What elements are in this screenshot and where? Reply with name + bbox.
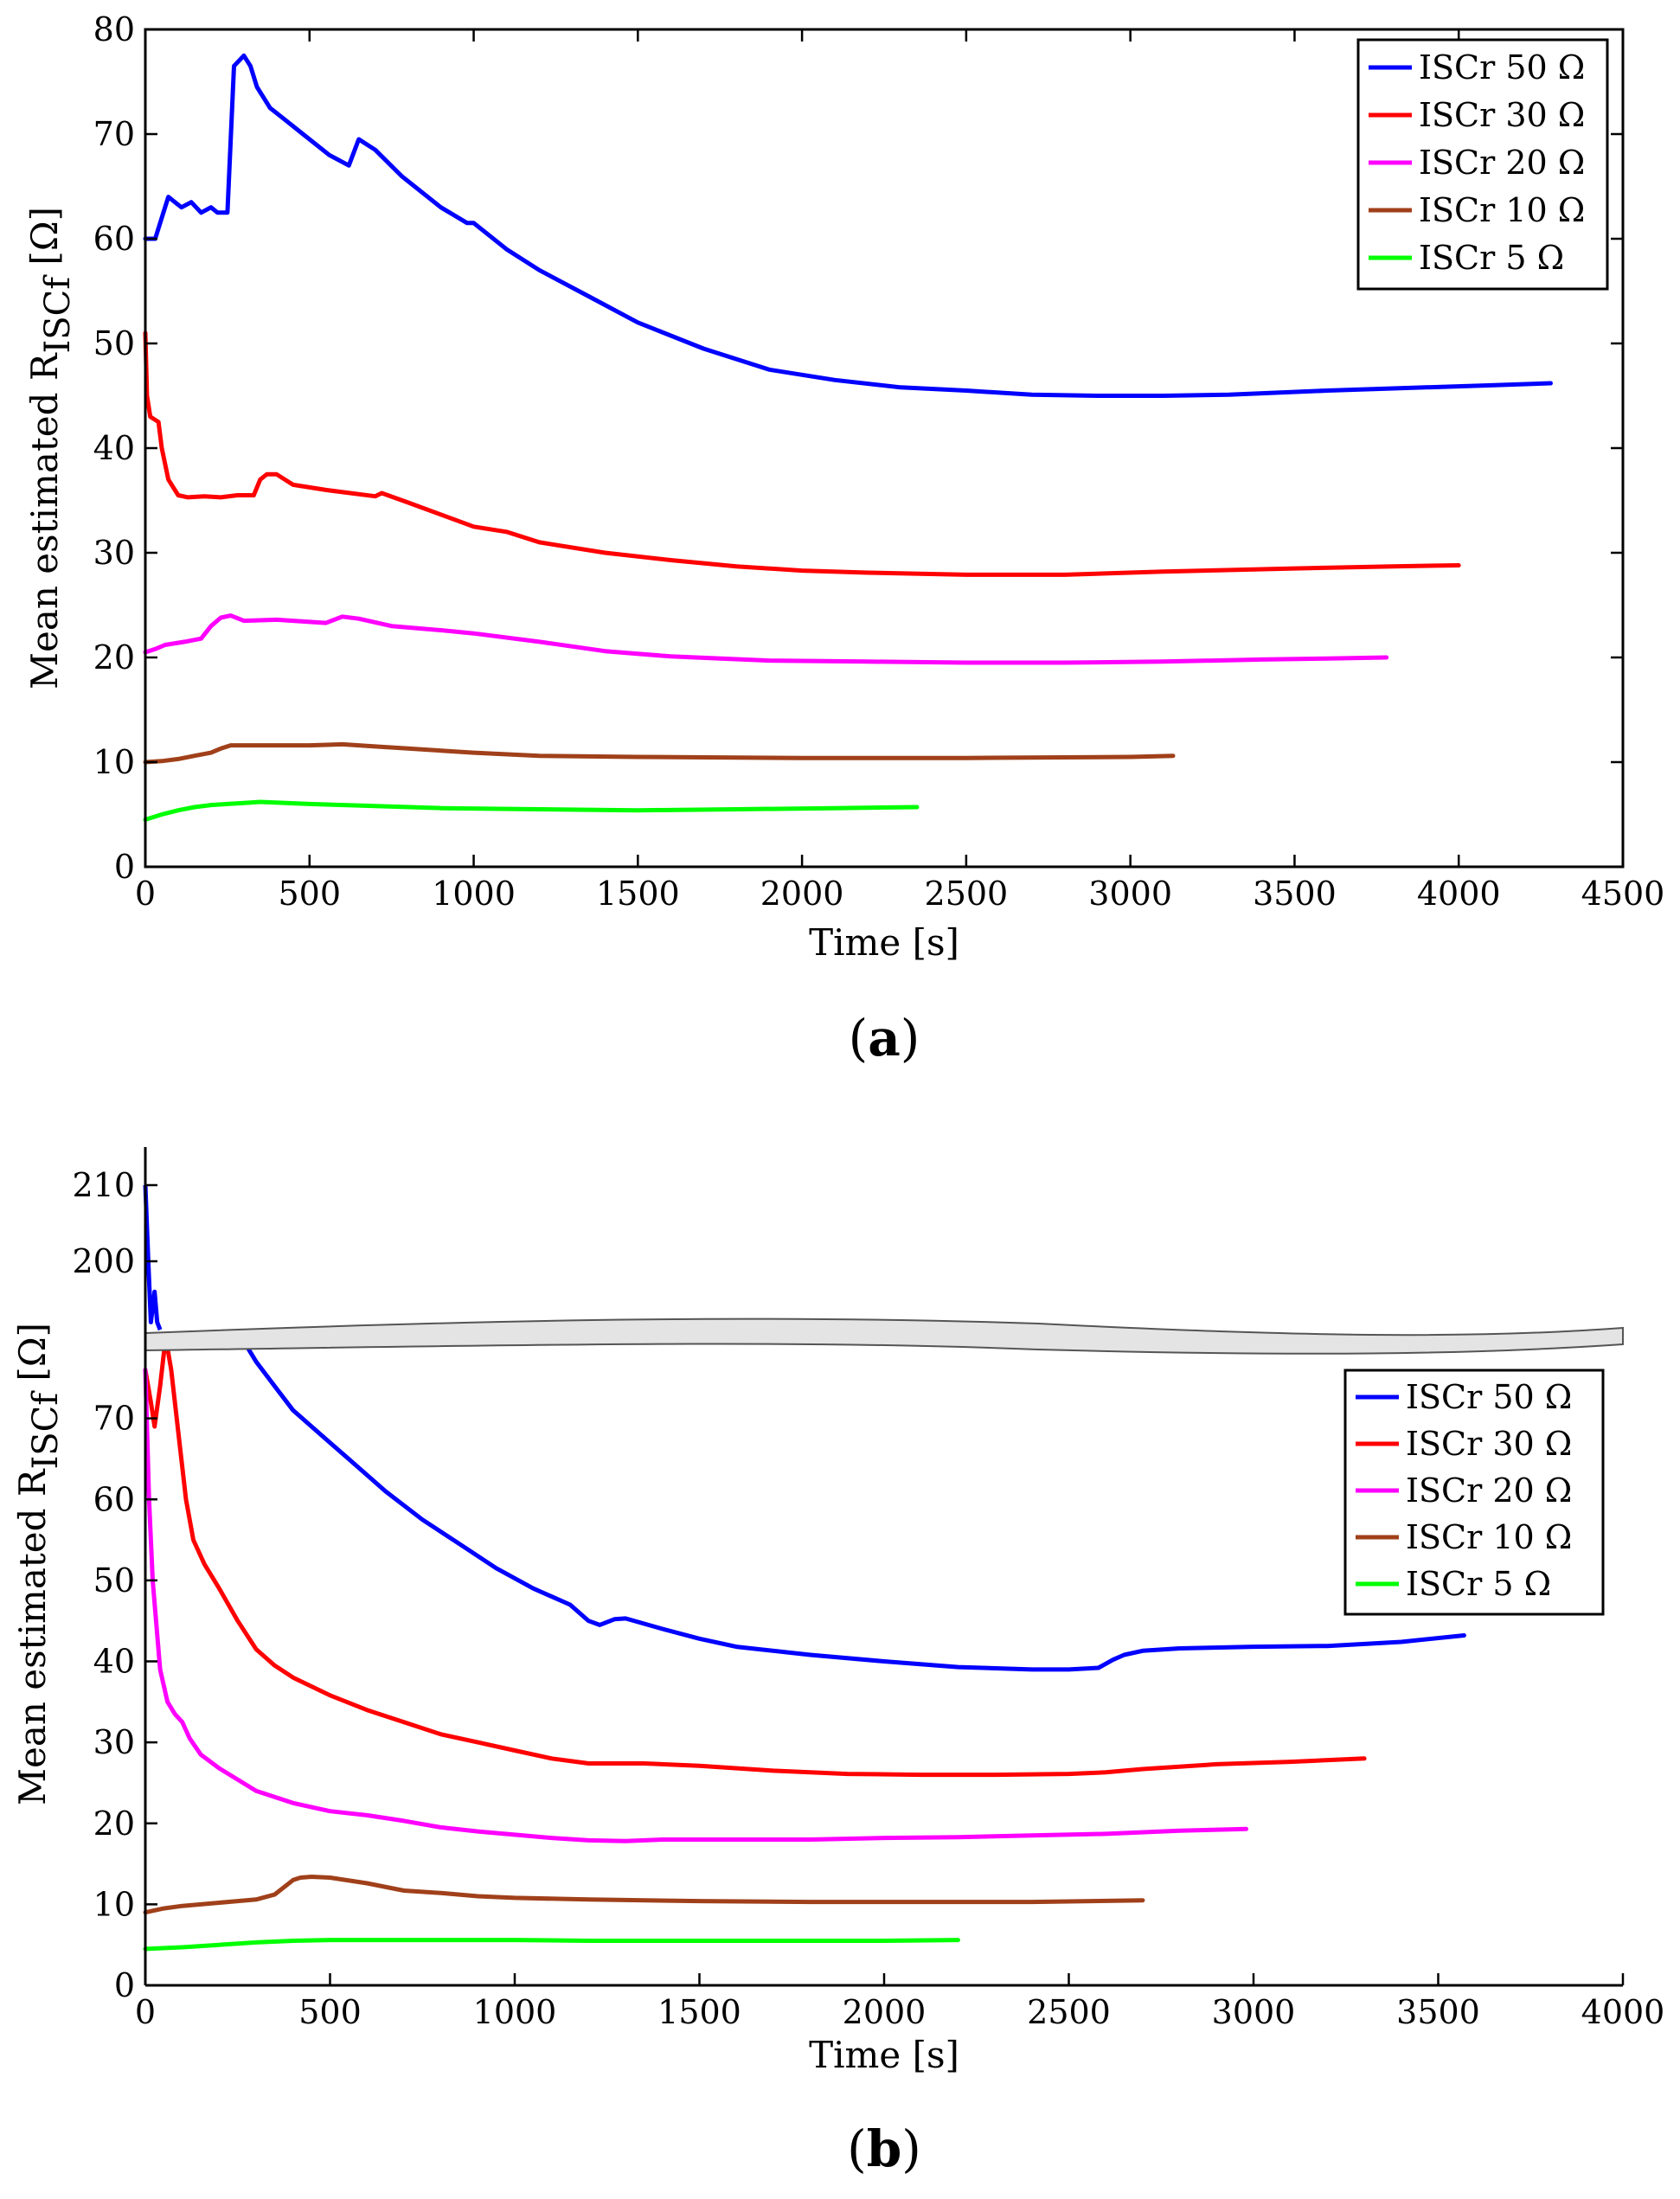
legend-label-a-iscr-50: ISCr 50 Ω: [1419, 48, 1585, 87]
y-tick-label-b: 20: [93, 1805, 135, 1843]
y-tick-label-a: 40: [93, 429, 135, 467]
x-tick-label-b: 2000: [843, 1993, 927, 2031]
x-tick-label-a: 2500: [925, 875, 1009, 913]
legend-label-b-iscr-50: ISCr 50 Ω: [1406, 1378, 1572, 1416]
x-tick-label-b: 500: [298, 1993, 362, 2031]
x-tick-label-b: 3000: [1212, 1993, 1296, 2031]
legend-label-b-iscr-5: ISCr 5 Ω: [1406, 1565, 1551, 1603]
legend-label-a-iscr-10: ISCr 10 Ω: [1419, 191, 1585, 229]
x-tick-label-a: 0: [135, 875, 156, 913]
series-line-b-iscr-10: [143, 1875, 1145, 1915]
legend-label-a-iscr-30: ISCr 30 Ω: [1419, 96, 1585, 134]
legend-a: ISCr 50 Ω ISCr 30 Ω ISCr 20 Ω ISCr 10 Ω ISCr…: [1356, 38, 1609, 291]
legend-b: ISCr 50 Ω ISCr 30 Ω ISCr 20 Ω ISCr 10 Ω ISCr…: [1343, 1369, 1605, 1616]
y-tick-label-a: 30: [93, 534, 135, 572]
x-tick-label-b: 1000: [473, 1993, 557, 2031]
series-line-a-iscr-5: [143, 799, 920, 822]
x-tick-label-b: 1500: [657, 1993, 741, 2031]
x-tick-label-b: 2500: [1027, 1993, 1111, 2031]
legend-label-a-iscr-20: ISCr 20 Ω: [1419, 144, 1585, 182]
y-tick-label-b: 50: [93, 1561, 135, 1600]
axis-break-band: [144, 1317, 1624, 1355]
series-line-b-iscr-30: [143, 1335, 1367, 1778]
legend-label-b-iscr-20: ISCr 20 Ω: [1406, 1471, 1572, 1510]
series-line-b-iscr-20: [143, 1368, 1248, 1843]
y-tick-label-b: 200: [72, 1242, 135, 1280]
legend-label-b-iscr-30: ISCr 30 Ω: [1406, 1425, 1572, 1463]
x-axis-label-b: Time [s]: [809, 2034, 959, 2076]
x-tick-label-b: 0: [135, 1993, 156, 2031]
series-line-b-iscr-5: [143, 1938, 960, 1952]
x-tick-label-b: 3500: [1396, 1993, 1480, 2031]
series-line-a-iscr-20: [143, 613, 1389, 665]
y-tick-label-b: 0: [114, 1966, 135, 2004]
series-line-a-iscr-10: [143, 741, 1176, 765]
legend-label-a-iscr-5: ISCr 5 Ω: [1419, 239, 1564, 277]
ticks-b: 0 500 1000 1500 2000 2500 3000 3500 4000 0 10 20 30 4…: [72, 1166, 1664, 2031]
chart-panel-b: 0 500 1000 1500 2000 2500 3000 3500 4000 0 10 20 30 4…: [11, 1147, 1664, 2178]
panel-label-a: (a): [849, 1009, 920, 1067]
y-tick-label-b: 30: [93, 1723, 135, 1761]
y-tick-label-b: 10: [93, 1885, 135, 1923]
x-axis-label-a: Time [s]: [809, 921, 959, 964]
series-line-a-iscr-30: [143, 330, 1461, 577]
y-tick-label-a: 50: [93, 324, 135, 362]
x-tick-label-b: 4000: [1581, 1993, 1665, 2031]
x-tick-label-a: 500: [279, 875, 342, 913]
x-tick-label-a: 4500: [1581, 875, 1665, 913]
legend-label-b-iscr-10: ISCr 10 Ω: [1406, 1518, 1572, 1556]
y-tick-label-b: 40: [93, 1643, 135, 1681]
series-line-b-spike-iscr-50: [143, 1184, 163, 1331]
y-tick-label-b: 210: [72, 1166, 135, 1204]
y-tick-label-b: 60: [93, 1480, 135, 1518]
y-tick-label-a: 80: [93, 10, 135, 48]
y-tick-label-a: 10: [93, 743, 135, 781]
y-axis-label-a: Mean estimated RISCf [Ω]: [23, 207, 78, 689]
y-tick-label-a: 60: [93, 220, 135, 258]
chart-panel-a: 0 500 1000 1500 2000 2500 3000 3500 4000 4500 0 10 2…: [23, 10, 1664, 1067]
series-lines-b: [143, 1184, 1466, 1952]
ticks-a: 0 500 1000 1500 2000 2500 3000 3500 4000 4500 0 10 2…: [93, 10, 1665, 913]
x-tick-label-a: 3500: [1253, 875, 1337, 913]
y-tick-label-a: 0: [114, 848, 135, 886]
y-tick-label-b: 70: [93, 1400, 135, 1438]
panel-label-b: (b): [847, 2119, 921, 2178]
series-line-b-iscr-50: [228, 1335, 1466, 1672]
series-lines-a: [143, 53, 1553, 822]
x-tick-label-a: 1000: [432, 875, 516, 913]
y-axis-label-b: Mean estimated RISCf [Ω]: [11, 1323, 66, 1805]
y-tick-label-a: 20: [93, 638, 135, 676]
series-line-a-iscr-50: [143, 53, 1553, 398]
x-tick-label-a: 1500: [596, 875, 680, 913]
y-tick-label-a: 70: [93, 115, 135, 153]
x-tick-label-a: 3000: [1088, 875, 1172, 913]
x-tick-label-a: 2000: [760, 875, 844, 913]
x-tick-label-a: 4000: [1417, 875, 1501, 913]
